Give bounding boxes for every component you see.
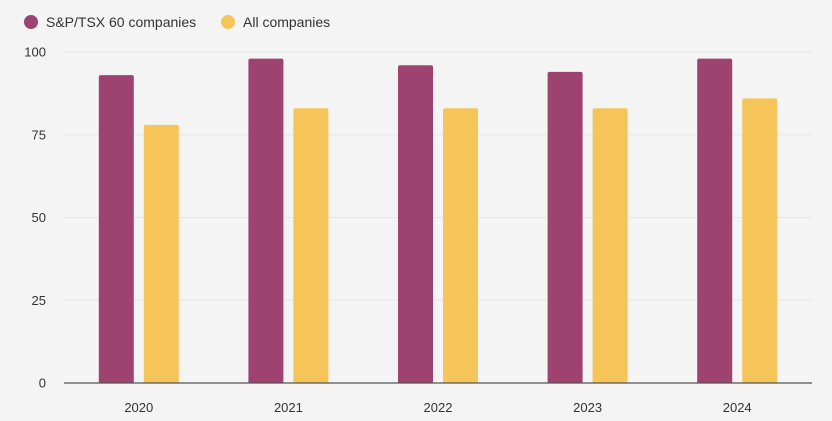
bar-all-companies-2023[interactable] (592, 108, 628, 384)
bars (98, 58, 778, 384)
bar-sp-tsx-60-2022[interactable] (398, 65, 433, 384)
y-axis-ticks: 0 25 50 75 100 (24, 45, 46, 391)
y-tick-label: 75 (32, 127, 46, 142)
gridlines (64, 51, 812, 301)
bar-sp-tsx-60-2021[interactable] (248, 58, 284, 384)
legend-marker-all-companies[interactable] (221, 15, 235, 29)
legend: S&P/TSX 60 companies All companies (24, 14, 330, 30)
x-tick-label: 2023 (573, 400, 602, 415)
bar-sp-tsx-60-2024[interactable] (697, 58, 733, 384)
x-tick-label: 2021 (274, 400, 303, 415)
legend-label-all-companies[interactable]: All companies (243, 14, 330, 30)
x-tick-label: 2020 (124, 400, 153, 415)
y-tick-label: 0 (39, 376, 46, 391)
y-tick-label: 25 (32, 293, 46, 308)
bar-all-companies-2021[interactable] (293, 108, 329, 384)
x-axis-ticks: 2020 2021 2022 2023 2024 (124, 400, 751, 415)
y-tick-label: 50 (32, 210, 46, 225)
y-tick-label: 100 (24, 45, 46, 60)
bar-all-companies-2022[interactable] (443, 108, 478, 384)
bar-sp-tsx-60-2023[interactable] (547, 71, 583, 384)
legend-label-sp-tsx-60[interactable]: S&P/TSX 60 companies (46, 14, 196, 30)
bar-all-companies-2020[interactable] (143, 124, 179, 383)
x-tick-label: 2022 (424, 400, 453, 415)
legend-marker-sp-tsx-60[interactable] (24, 15, 38, 29)
bar-sp-tsx-60-2020[interactable] (98, 75, 134, 384)
bar-all-companies-2024[interactable] (742, 98, 778, 383)
x-tick-label: 2024 (723, 400, 752, 415)
